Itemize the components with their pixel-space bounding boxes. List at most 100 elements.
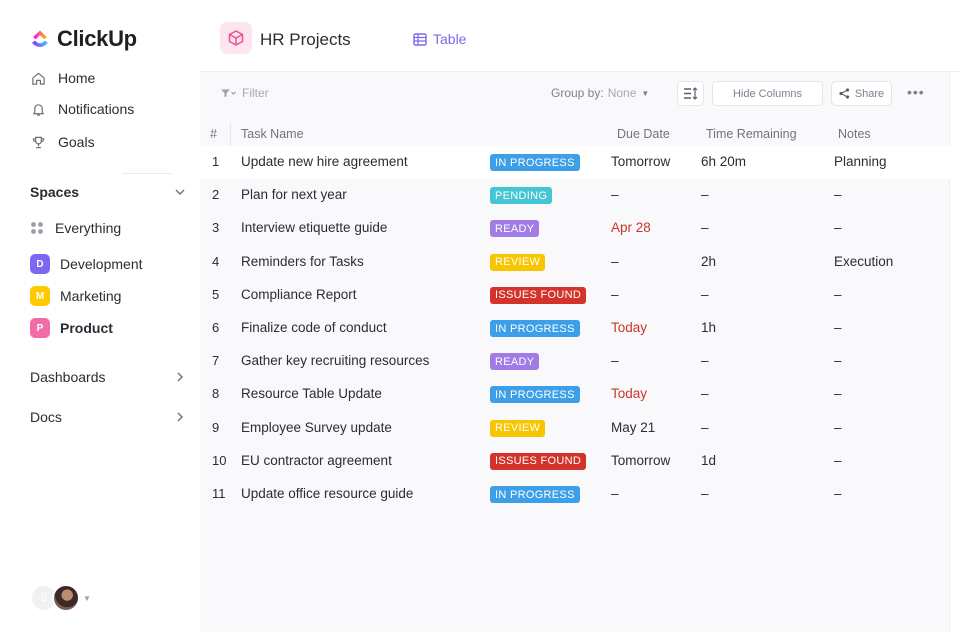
notes[interactable]: – (834, 187, 842, 202)
due-date[interactable]: Today (611, 320, 647, 335)
status-badge[interactable]: REVIEW (490, 420, 545, 437)
notes[interactable]: – (834, 287, 842, 302)
sidebar-dashboards[interactable]: Dashboards (30, 369, 186, 385)
home-icon (30, 70, 46, 86)
table-row[interactable]: 3 Interview etiquette guide READY Apr 28 – – (200, 212, 950, 245)
table-row[interactable]: 1 Update new hire agreement IN PROGRESS Tom… (200, 146, 950, 179)
chevron-down-icon[interactable] (174, 186, 186, 198)
table-row[interactable]: 7 Gather key recruiting resources READY – – – (200, 345, 950, 378)
nav-goals[interactable]: Goals (30, 134, 95, 150)
group-by-dropdown[interactable]: Group by: None ▼ (551, 86, 649, 100)
status-badge[interactable]: IN PROGRESS (490, 486, 580, 503)
more-options-icon[interactable]: ••• (907, 84, 925, 100)
time-remaining: – (701, 386, 709, 401)
task-name[interactable]: Resource Table Update (241, 386, 382, 401)
time-remaining: 2h (701, 254, 716, 269)
sidebar-docs[interactable]: Docs (30, 409, 186, 425)
task-name[interactable]: Update office resource guide (241, 486, 413, 501)
table-row[interactable]: 4 Reminders for Tasks REVIEW – 2h Execution (200, 246, 950, 279)
notes[interactable]: Execution (834, 254, 893, 269)
status-badge[interactable]: REVIEW (490, 254, 545, 271)
due-date[interactable]: – (611, 353, 619, 368)
task-name[interactable]: Plan for next year (241, 187, 347, 202)
task-number: 1 (212, 154, 219, 169)
table-row[interactable]: 10 EU contractor agreement ISSUES FOUND Tom… (200, 445, 950, 478)
task-name[interactable]: EU contractor agreement (241, 453, 392, 468)
task-number: 10 (212, 453, 226, 468)
chevron-right-icon (174, 371, 186, 383)
table-row[interactable]: 11 Update office resource guide IN PROGRES… (200, 478, 950, 511)
user-menu[interactable]: S ▼ (30, 584, 91, 612)
due-date[interactable]: Apr 28 (611, 220, 651, 235)
status-badge[interactable]: IN PROGRESS (490, 386, 580, 403)
task-name[interactable]: Update new hire agreement (241, 154, 408, 169)
status-badge[interactable]: ISSUES FOUND (490, 287, 586, 304)
notes[interactable]: – (834, 386, 842, 401)
clickup-logo[interactable]: ClickUp (30, 26, 137, 52)
share-button[interactable]: Share (831, 81, 892, 106)
column-header-num[interactable]: # (210, 127, 217, 141)
task-name[interactable]: Finalize code of conduct (241, 320, 387, 335)
share-label: Share (855, 88, 884, 100)
time-remaining: – (701, 420, 709, 435)
status-badge[interactable]: IN PROGRESS (490, 154, 580, 171)
nav-home[interactable]: Home (30, 70, 95, 86)
due-date[interactable]: May 21 (611, 420, 655, 435)
space-label: Development (60, 256, 143, 272)
due-date[interactable]: – (611, 254, 619, 269)
due-date[interactable]: – (611, 187, 619, 202)
column-header-task-name[interactable]: Task Name (241, 127, 304, 141)
column-header-due-date[interactable]: Due Date (617, 127, 670, 141)
notes[interactable]: – (834, 420, 842, 435)
due-date[interactable]: Tomorrow (611, 154, 670, 169)
task-name[interactable]: Interview etiquette guide (241, 220, 387, 235)
time-remaining: – (701, 353, 709, 368)
avatar (52, 584, 80, 612)
spaces-header[interactable]: Spaces (30, 184, 186, 200)
space-badge: M (30, 286, 50, 306)
status-badge[interactable]: READY (490, 353, 539, 370)
status-badge[interactable]: PENDING (490, 187, 552, 204)
table-row[interactable]: 2 Plan for next year PENDING – – – (200, 179, 950, 212)
filter-button[interactable]: Filter (220, 86, 269, 100)
notes[interactable]: Planning (834, 154, 887, 169)
due-date[interactable]: Today (611, 386, 647, 401)
project-icon (220, 22, 252, 54)
status-badge[interactable]: READY (490, 220, 539, 237)
space-marketing[interactable]: M Marketing (30, 286, 121, 306)
task-name[interactable]: Gather key recruiting resources (241, 353, 429, 368)
time-remaining: – (701, 220, 709, 235)
table-row[interactable]: 6 Finalize code of conduct IN PROGRESS Toda… (200, 312, 950, 345)
notes[interactable]: – (834, 220, 842, 235)
space-everything[interactable]: Everything (30, 220, 121, 236)
sort-icon (683, 87, 698, 100)
notes[interactable]: – (834, 320, 842, 335)
table-row[interactable]: 8 Resource Table Update IN PROGRESS Today – – (200, 378, 950, 411)
task-name[interactable]: Reminders for Tasks (241, 254, 364, 269)
nav-home-label: Home (58, 70, 95, 86)
tab-table[interactable]: Table (413, 31, 466, 47)
share-icon (839, 88, 850, 99)
status-badge[interactable]: ISSUES FOUND (490, 453, 586, 470)
notes[interactable]: – (834, 353, 842, 368)
notes[interactable]: – (834, 453, 842, 468)
column-header-time-remaining[interactable]: Time Remaining (706, 127, 797, 141)
due-date[interactable]: Tomorrow (611, 453, 670, 468)
space-product[interactable]: P Product (30, 318, 113, 338)
due-date[interactable]: – (611, 287, 619, 302)
space-badge: P (30, 318, 50, 338)
space-development[interactable]: D Development (30, 254, 143, 274)
status-badge[interactable]: IN PROGRESS (490, 320, 580, 337)
task-name[interactable]: Employee Survey update (241, 420, 392, 435)
table-row[interactable]: 9 Employee Survey update REVIEW May 21 – – (200, 412, 950, 445)
nav-notifications[interactable]: Notifications (30, 101, 134, 117)
due-date[interactable]: – (611, 486, 619, 501)
notes[interactable]: – (834, 486, 842, 501)
hide-columns-button[interactable]: Hide Columns (712, 81, 823, 106)
time-remaining: – (701, 287, 709, 302)
column-header-notes[interactable]: Notes (838, 127, 871, 141)
sort-button[interactable] (677, 81, 704, 106)
task-name[interactable]: Compliance Report (241, 287, 357, 302)
space-label: Everything (55, 220, 121, 236)
table-row[interactable]: 5 Compliance Report ISSUES FOUND – – – (200, 279, 950, 312)
